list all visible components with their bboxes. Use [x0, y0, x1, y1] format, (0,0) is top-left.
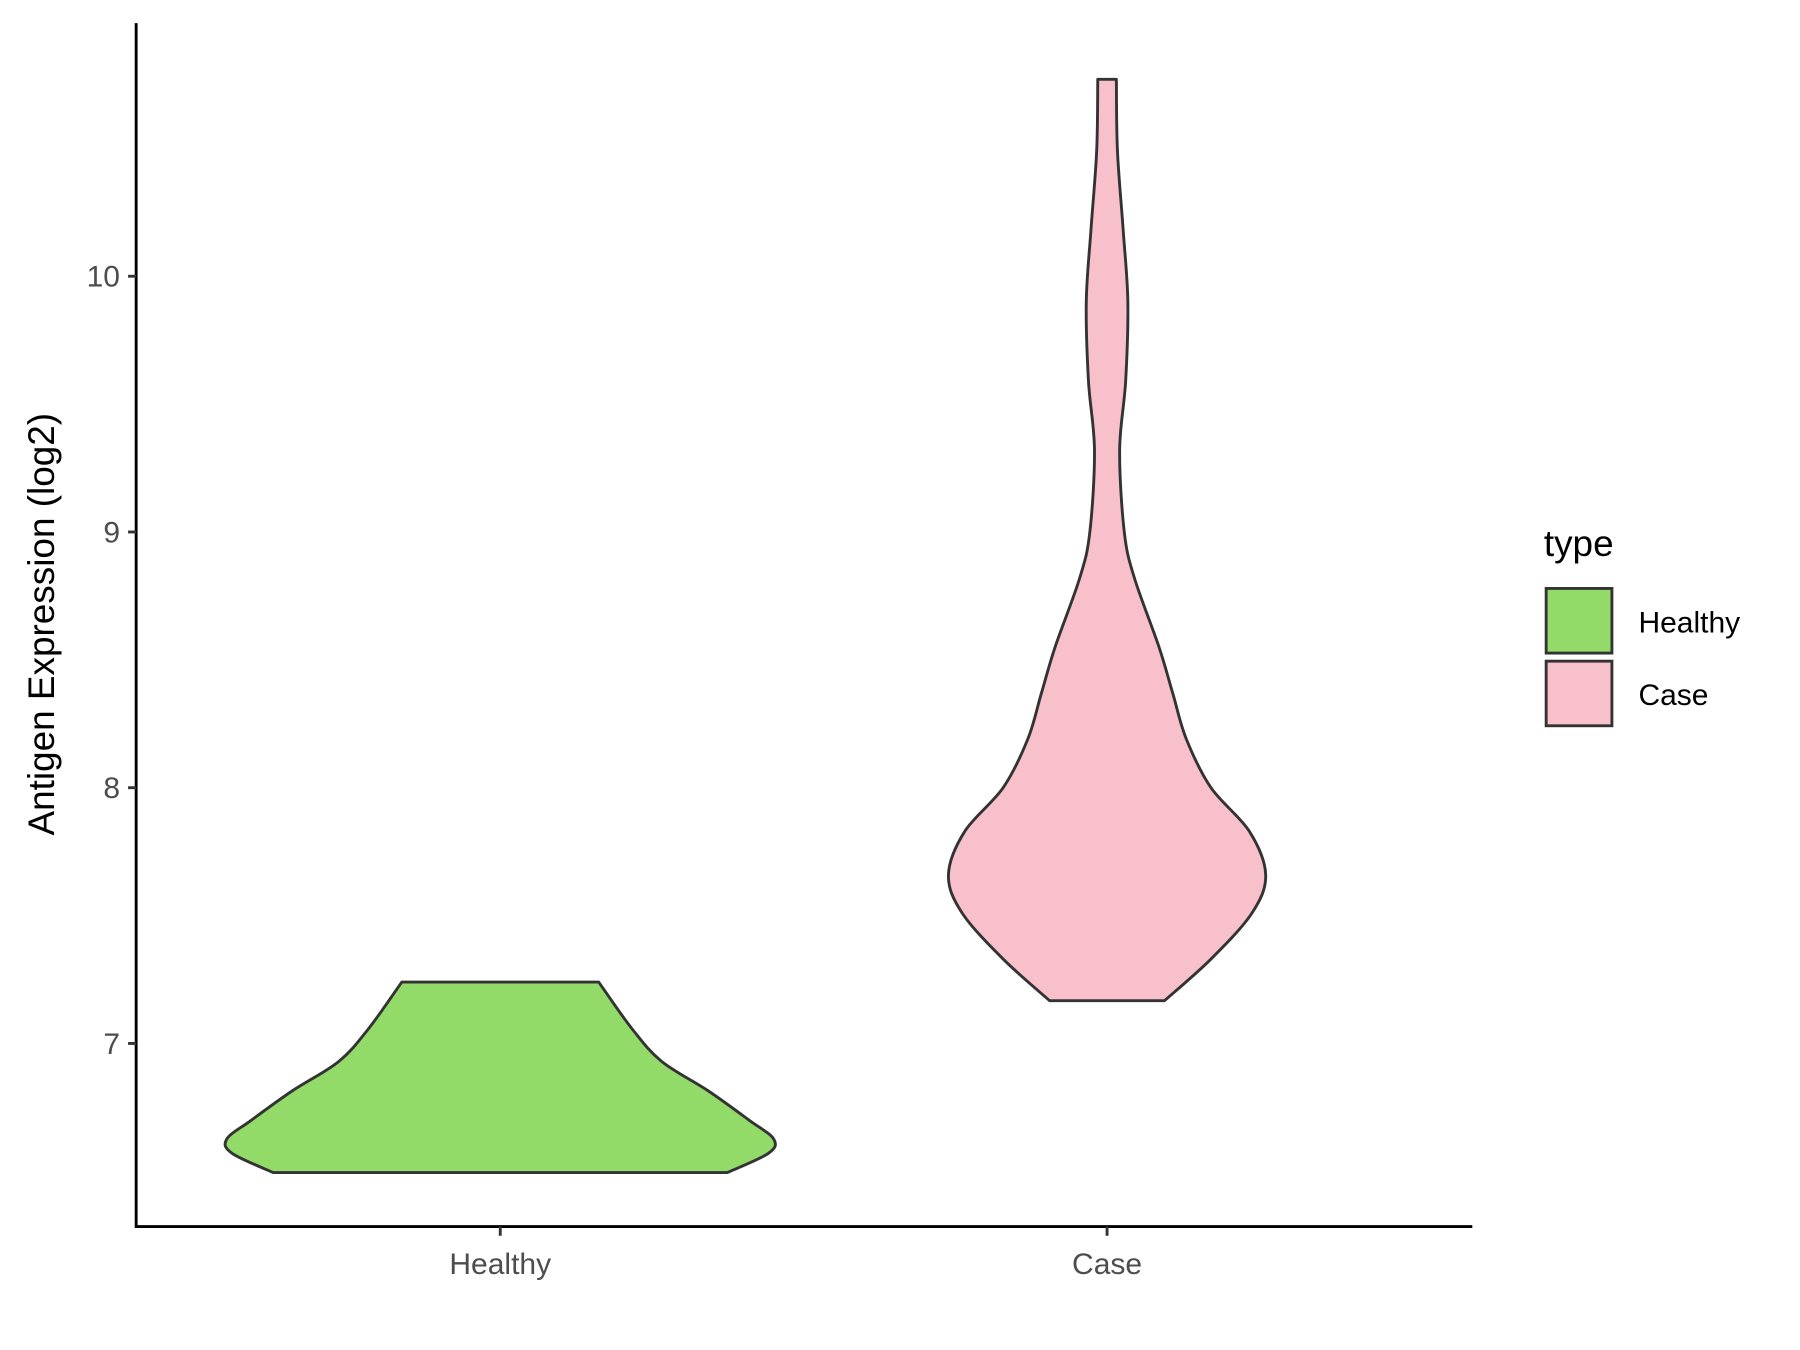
violin-case	[947, 77, 1268, 1003]
violin-healthy	[223, 980, 777, 1175]
violins	[223, 77, 1268, 1175]
legend-label: Case	[1638, 679, 1708, 712]
y-tick-label: 7	[103, 1028, 120, 1061]
y-tick-label: 8	[103, 772, 120, 805]
legend-title: type	[1544, 523, 1614, 564]
x-tick-label: Case	[1072, 1248, 1142, 1281]
legend-label: Healthy	[1638, 606, 1740, 639]
y-axis-title: Antigen Expression (log2)	[21, 413, 62, 836]
y-ticks: 7 8 9 10	[87, 261, 137, 1061]
x-ticks: Healthy Case	[449, 1226, 1142, 1281]
y-tick-label: 10	[87, 261, 120, 294]
x-tick-label: Healthy	[449, 1248, 551, 1281]
legend-key-case	[1544, 659, 1614, 728]
legend: type Healthy Case	[1544, 523, 1740, 728]
y-tick-label: 9	[103, 516, 120, 549]
legend-key-healthy	[1544, 587, 1614, 655]
